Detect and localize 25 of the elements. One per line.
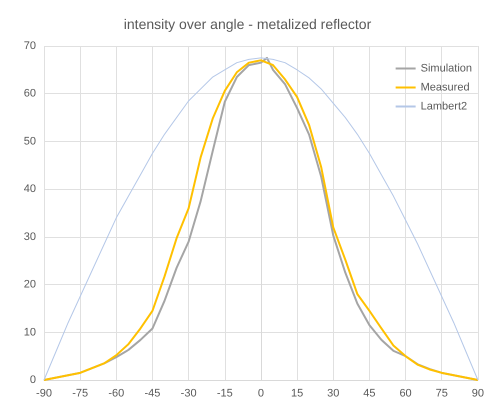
- y-tick-label: 60: [24, 88, 36, 100]
- y-tick-label: 0: [30, 374, 36, 386]
- legend-label: Lambert2: [420, 100, 468, 112]
- x-tick-label: -30: [180, 388, 197, 400]
- y-tick-label: 20: [24, 278, 36, 291]
- y-tick-label: 40: [24, 183, 36, 196]
- x-tick-label: 60: [399, 388, 412, 400]
- y-tick-label: 70: [24, 40, 36, 52]
- x-tick-label: -60: [108, 388, 124, 400]
- x-tick-label: -90: [36, 388, 52, 400]
- x-tick-label: 45: [363, 388, 376, 400]
- legend-label: Simulation: [420, 62, 472, 74]
- x-tick-label: 30: [327, 388, 340, 400]
- x-tick-label: 75: [436, 388, 448, 400]
- x-tick-label: -75: [72, 388, 88, 400]
- legend-label: Measured: [420, 82, 470, 94]
- x-tick-label: 0: [258, 388, 264, 400]
- chart-title: intensity over angle - metalized reflector: [124, 16, 372, 32]
- x-tick-label: 90: [472, 388, 484, 400]
- y-tick-label: 10: [24, 326, 36, 338]
- x-tick-label: -45: [144, 388, 160, 400]
- x-tick-label: -15: [216, 388, 233, 400]
- y-tick-label: 30: [24, 230, 36, 243]
- y-tick-label: 50: [24, 135, 36, 148]
- x-tick-label: 15: [290, 388, 304, 400]
